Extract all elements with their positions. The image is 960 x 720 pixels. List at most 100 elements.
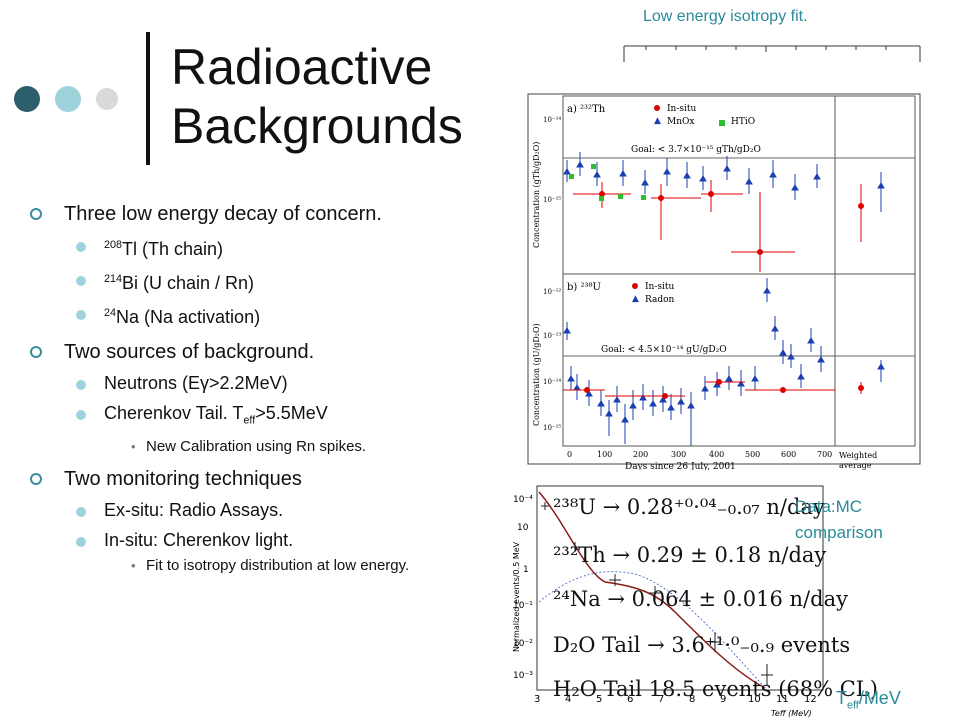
title-line-1: Radioactive — [171, 39, 433, 95]
title-divider — [146, 32, 150, 165]
goal-a: Goal: < 3.7×10⁻¹⁵ gTh/gD₂O — [631, 145, 761, 155]
panel-a-points — [563, 152, 885, 272]
ring-bullet-icon — [30, 208, 42, 220]
data-points — [541, 502, 773, 686]
tick-b-1: 10⁻¹² — [543, 288, 561, 296]
svg-text:700: 700 — [817, 450, 832, 459]
dot-light — [55, 86, 81, 112]
tick-a-1: 10⁻¹⁴ — [543, 116, 561, 124]
isotropy-caption: Low energy isotropy fit. — [643, 8, 808, 25]
svg-text:10: 10 — [748, 694, 761, 705]
svg-text:600: 600 — [781, 450, 796, 459]
figure-frame — [527, 93, 921, 465]
decorative-dots — [14, 86, 124, 114]
svg-text:200: 200 — [633, 450, 648, 459]
tick-a-2: 10⁻¹⁵ — [543, 196, 561, 204]
svg-text:0: 0 — [567, 450, 572, 459]
dot-bullet-icon — [76, 506, 86, 517]
eq-h2o-tail: H₂O Tail 18.5 events (68% CL) — [553, 677, 878, 701]
weighted-label: Weighted — [839, 451, 877, 460]
svg-text:7: 7 — [658, 694, 664, 705]
item-neutrons: Neutrons (Eγ>2.2MeV) — [30, 372, 470, 394]
sub-isotropy-fit: • Fit to isotropy distribution at low en… — [131, 556, 410, 574]
svg-text:500: 500 — [745, 450, 760, 459]
svg-text:10: 10 — [517, 523, 529, 533]
isotropy-fit-strip — [623, 45, 921, 62]
ylabel-b: Concentration (gU/gD₂O) — [532, 323, 541, 426]
svg-text:10⁻⁴: 10⁻⁴ — [513, 495, 533, 505]
dot-bullet-icon — [76, 536, 86, 547]
svg-text:Radon: Radon — [645, 295, 675, 305]
eq-u238: ²³⁸U → 0.28⁺⁰·⁰⁴₋₀.₀₇ n/day — [553, 495, 825, 519]
panel-b-label: b) ²³⁸U — [567, 282, 601, 293]
panel-a-label: a) ²³²Th — [567, 104, 606, 115]
tick-b-3: 10⁻¹⁴ — [543, 378, 561, 386]
eq-d2o-tail: D₂O Tail → 3.6⁺¹·⁰₋₀.₉ events — [553, 633, 850, 657]
ring-bullet-icon — [30, 472, 42, 485]
svg-text:3: 3 — [534, 694, 540, 705]
average-label: average — [839, 461, 872, 470]
ylabel-a: Concentration (gTh/gD₂O) — [532, 142, 541, 248]
dot-bullet-icon — [76, 242, 86, 252]
tick-b-4: 10⁻¹⁵ — [543, 424, 561, 432]
tick-b-2: 10⁻¹³ — [543, 332, 561, 340]
spectrum-x-ticks: 3 4 5 6 7 8 9 10 11 12 — [534, 694, 817, 705]
spectrum-frame — [536, 485, 824, 691]
svg-text:▲: ▲ — [632, 294, 639, 304]
svg-text:5: 5 — [596, 694, 602, 705]
svg-text:1: 1 — [523, 565, 529, 575]
spectrum-x-label: Teff (MeV) — [771, 709, 812, 718]
item-cherenkov: Cherenkov Tail. Teff>5.5MeV — [30, 402, 470, 432]
svg-text:4: 4 — [565, 694, 571, 705]
svg-text:In-situ: In-situ — [667, 104, 697, 114]
dot-dark — [14, 86, 40, 112]
bullet-decays: Three low energy decay of concern. — [30, 202, 470, 226]
svg-text:10⁻³: 10⁻³ — [513, 671, 533, 681]
legend-b: In-situ ▲ Radon — [632, 282, 675, 305]
svg-text:MnOx: MnOx — [667, 117, 694, 127]
svg-text:8: 8 — [689, 694, 695, 705]
svg-text:10⁻²: 10⁻² — [513, 639, 533, 649]
item-tl: 208Tl (Th chain) — [30, 234, 470, 260]
title-line-2: Backgrounds — [171, 98, 463, 154]
item-bi: 214Bi (U chain / Rn) — [30, 268, 470, 294]
x-ticks: 0 100 200 300 400 500 600 700 — [567, 450, 832, 459]
eq-th232: ²³²Th → 0.29 ± 0.18 n/day — [553, 543, 826, 567]
dot-bullet-icon — [76, 310, 86, 320]
bullet-monitoring: Two monitoring techniques — [30, 467, 470, 491]
fit-curve — [538, 491, 766, 689]
legend-a: In-situ ▲ MnOx HTiO — [654, 104, 755, 127]
svg-text:6: 6 — [627, 694, 633, 705]
x-axis-label: Days since 26 July, 2001 — [625, 462, 736, 470]
dot-gray — [96, 88, 118, 110]
svg-text:In-situ: In-situ — [645, 282, 675, 292]
sub-calibration: • New Calibration using Rn spikes. — [131, 437, 367, 455]
goal-b: Goal: < 4.5×10⁻¹⁴ gU/gD₂O — [601, 345, 727, 355]
dot-bullet-icon — [76, 380, 86, 390]
svg-text:300: 300 — [671, 450, 686, 459]
svg-text:10⁻¹: 10⁻¹ — [513, 601, 533, 611]
bullet-sources: Two sources of background. — [30, 340, 470, 364]
svg-text:HTiO: HTiO — [731, 117, 755, 127]
svg-text:12: 12 — [804, 694, 817, 705]
item-exsitu: Ex-situ: Radio Assays. — [30, 499, 470, 521]
dot-bullet-icon — [76, 410, 86, 420]
spectrum-y-ticks: 10 1 10⁻¹ 10⁻² 10⁻³ 10⁻⁴ — [513, 495, 533, 681]
small-bullet-icon: • — [131, 557, 136, 573]
bullet-list: Three low energy decay of concern. 208Tl… — [30, 202, 470, 574]
mc-curve — [538, 571, 766, 689]
svg-text:9: 9 — [720, 694, 726, 705]
svg-text:400: 400 — [709, 450, 724, 459]
small-bullet-icon: • — [131, 438, 136, 454]
teff-axis-caption: Teff/MeV — [836, 688, 901, 712]
energy-spectrum-plot: Normalized events/0.5 MeV 10 1 10⁻¹ 10⁻²… — [512, 485, 878, 718]
rate-equations: ²³⁸U → 0.28⁺⁰·⁰⁴₋₀.₀₇ n/day ²³²Th → 0.29… — [553, 495, 878, 701]
concentration-figure: a) ²³²Th In-situ ▲ MnOx HTiO Goal: < 3.7×… — [527, 93, 921, 470]
item-insitu: In-situ: Cherenkov light. — [30, 529, 470, 551]
svg-text:100: 100 — [597, 450, 612, 459]
slide-title: Radioactive Backgrounds — [171, 38, 463, 156]
spectrum-ylabel: Normalized events/0.5 MeV — [512, 541, 521, 652]
svg-text:11: 11 — [776, 694, 789, 705]
panel-b-points — [563, 278, 885, 446]
panel-b-average-frame — [834, 273, 916, 447]
